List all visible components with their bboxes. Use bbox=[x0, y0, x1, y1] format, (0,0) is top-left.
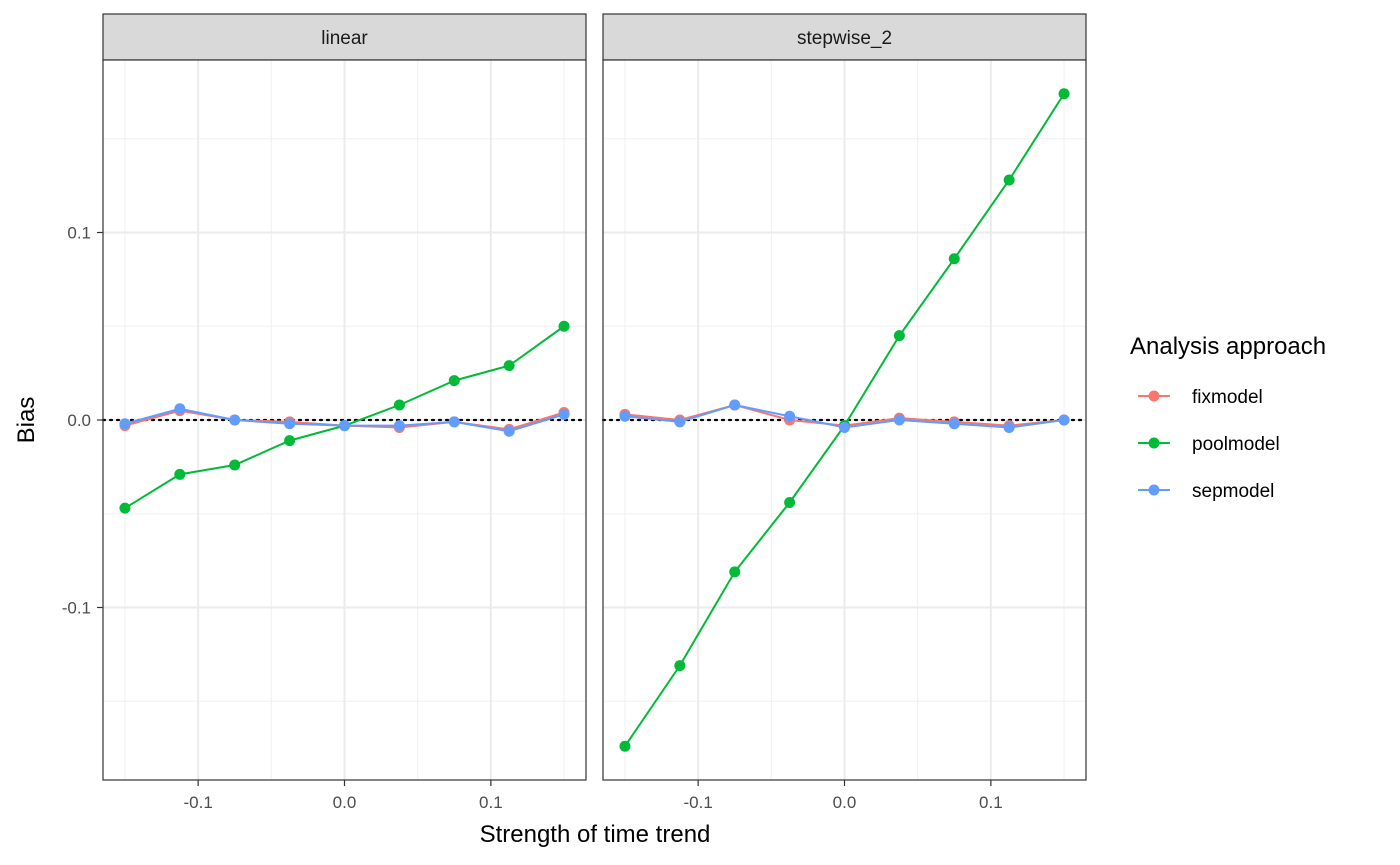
data-point-sepmodel bbox=[284, 418, 296, 430]
legend-key-point bbox=[1148, 437, 1160, 449]
legend-label: fixmodel bbox=[1192, 387, 1263, 408]
data-point-sepmodel bbox=[1058, 414, 1070, 426]
data-point-sepmodel bbox=[503, 425, 515, 437]
legend-key-point bbox=[1148, 390, 1160, 402]
legend-title: Analysis approach bbox=[1130, 333, 1326, 360]
x-tick-label: 0.0 bbox=[333, 793, 357, 812]
data-point-sepmodel bbox=[893, 414, 905, 426]
legend-item-poolmodel: poolmodel bbox=[1138, 434, 1280, 455]
data-point-sepmodel bbox=[119, 418, 131, 430]
data-point-sepmodel bbox=[619, 410, 631, 422]
legend-items: fixmodel poolmodel sepmodel bbox=[1138, 387, 1280, 502]
y-tick-label: 0.1 bbox=[67, 224, 91, 243]
data-point-sepmodel bbox=[229, 414, 241, 426]
facet-strip bbox=[602, 13, 1087, 61]
data-point-sepmodel bbox=[1003, 422, 1015, 433]
panel-linear: linear -0.1 0.0 0.1 bbox=[101, 13, 588, 812]
x-tick-label: 0.1 bbox=[479, 793, 503, 812]
series-sepmodel bbox=[119, 403, 570, 437]
data-point-poolmodel bbox=[948, 253, 960, 265]
legend-item-sepmodel: sepmodel bbox=[1138, 481, 1274, 502]
x-tick-label: -0.1 bbox=[683, 793, 712, 812]
x-tick-label: 0.0 bbox=[833, 793, 857, 812]
legend-item-fixmodel: fixmodel bbox=[1138, 387, 1263, 408]
data-point-poolmodel bbox=[393, 399, 405, 411]
y-axis: -0.1 0.0 0.1 bbox=[62, 224, 103, 618]
data-point-poolmodel bbox=[893, 330, 905, 342]
data-point-poolmodel bbox=[1058, 88, 1070, 100]
data-point-poolmodel bbox=[784, 497, 796, 508]
x-axis-title: Strength of time trend bbox=[480, 821, 711, 848]
data-point-sepmodel bbox=[174, 403, 186, 415]
data-point-poolmodel bbox=[174, 468, 186, 480]
data-point-sepmodel bbox=[729, 399, 741, 411]
data-point-poolmodel bbox=[619, 740, 631, 752]
data-point-sepmodel bbox=[448, 416, 460, 428]
data-point-poolmodel bbox=[729, 566, 741, 578]
data-point-poolmodel bbox=[674, 660, 686, 672]
x-tick-label: 0.1 bbox=[979, 793, 1003, 812]
data-point-sepmodel bbox=[784, 410, 796, 422]
data-point-poolmodel bbox=[229, 459, 241, 471]
facet-strip-label: stepwise_2 bbox=[797, 28, 892, 49]
y-axis-title: Bias bbox=[13, 397, 40, 444]
data-point-poolmodel bbox=[284, 435, 296, 447]
panel-stepwise_2: stepwise_2 -0.1 0.0 0.1 bbox=[601, 13, 1088, 812]
facet-strip bbox=[102, 13, 587, 61]
data-point-sepmodel bbox=[558, 408, 570, 420]
data-point-poolmodel bbox=[1003, 174, 1015, 186]
data-point-sepmodel bbox=[393, 420, 405, 432]
data-point-sepmodel bbox=[839, 422, 850, 433]
data-point-sepmodel bbox=[339, 420, 350, 432]
gridlines bbox=[103, 60, 586, 780]
facet-panels: linear -0.1 0.0 0.1 stepwise_2 -0.1 0.0 0.1 bbox=[101, 13, 1088, 812]
legend-label: sepmodel bbox=[1192, 481, 1274, 502]
x-tick-label: -0.1 bbox=[183, 793, 212, 812]
facet-strip-label: linear bbox=[321, 28, 368, 49]
data-point-poolmodel bbox=[448, 375, 460, 387]
y-tick-label: 0.0 bbox=[67, 411, 91, 430]
data-point-sepmodel bbox=[674, 416, 686, 428]
legend-key-point bbox=[1148, 484, 1160, 496]
legend-label: poolmodel bbox=[1192, 434, 1280, 455]
data-point-poolmodel bbox=[119, 502, 131, 514]
y-tick-label: -0.1 bbox=[62, 599, 91, 618]
legend: Analysis approach fixmodel poolmodel sepmo… bbox=[1130, 333, 1326, 502]
data-point-sepmodel bbox=[948, 418, 960, 430]
series-sepmodel bbox=[619, 399, 1070, 433]
data-point-poolmodel bbox=[558, 320, 570, 332]
data-point-poolmodel bbox=[503, 360, 515, 372]
